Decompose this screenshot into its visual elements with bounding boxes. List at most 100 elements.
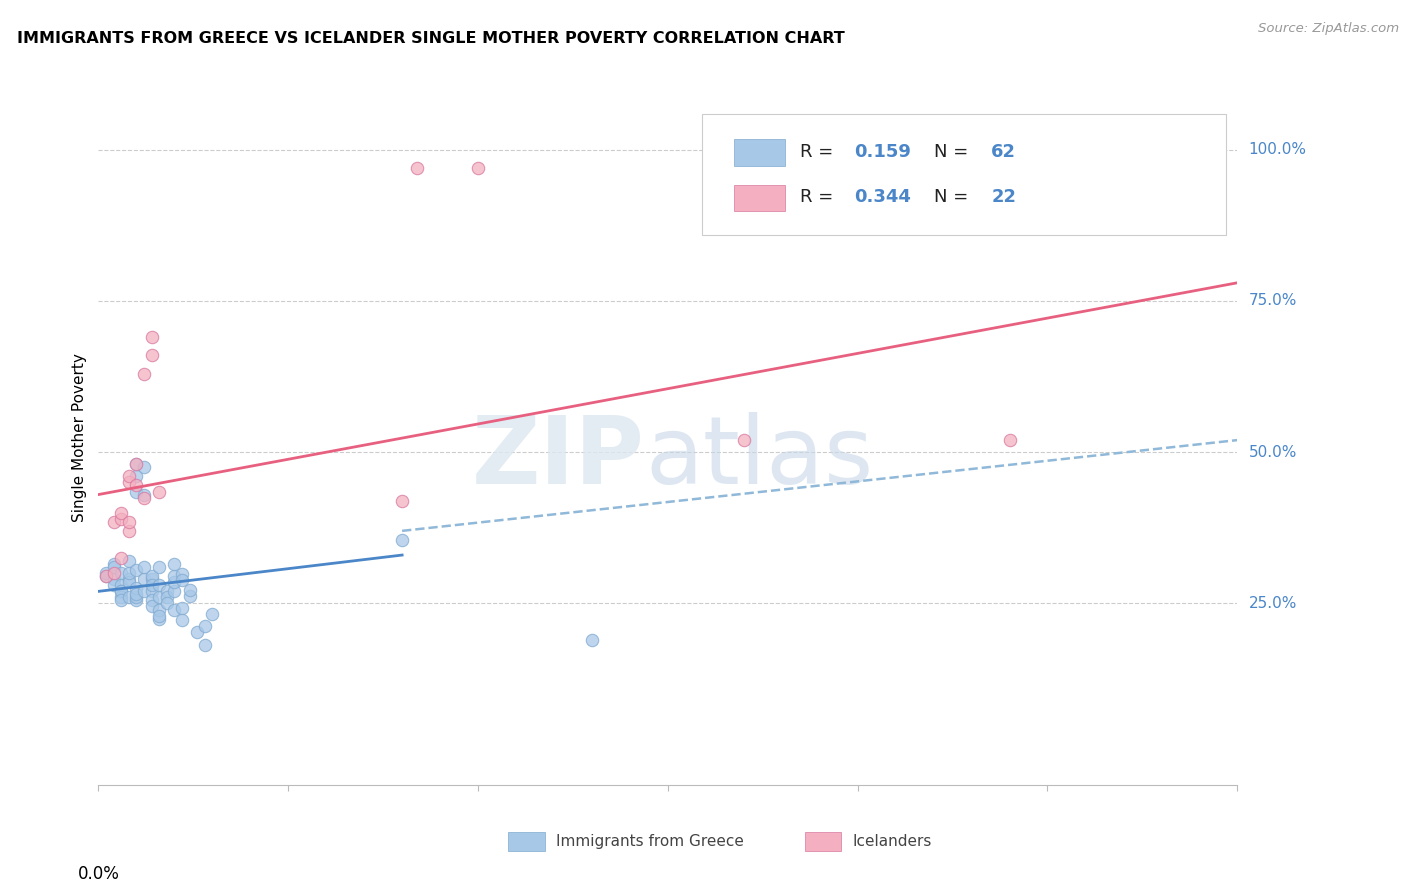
Point [170, 601, 193, 615]
Point [141, 593, 163, 607]
Point [103, 515, 125, 529]
Text: 62: 62 [991, 143, 1017, 161]
Point [186, 625, 208, 640]
Point [170, 574, 193, 588]
Point [998, 433, 1021, 447]
Point [391, 493, 413, 508]
Point [125, 582, 148, 596]
Point [125, 484, 148, 499]
Point [118, 469, 141, 483]
Point [110, 578, 132, 592]
Point [170, 567, 193, 582]
Point [125, 593, 148, 607]
Point [94, 569, 117, 583]
Point [201, 607, 224, 622]
Point [94, 566, 117, 581]
Point [132, 572, 155, 586]
Text: 25.0%: 25.0% [1249, 596, 1296, 611]
Point [733, 433, 755, 447]
Point [118, 575, 141, 590]
Point [179, 589, 201, 603]
Point [110, 566, 132, 581]
Point [148, 611, 170, 625]
Text: R =: R = [800, 188, 839, 206]
Point [163, 602, 186, 616]
Point [118, 475, 141, 490]
Point [110, 551, 132, 566]
Text: N =: N = [935, 143, 974, 161]
Point [148, 560, 170, 574]
Point [156, 584, 179, 599]
Y-axis label: Single Mother Poverty: Single Mother Poverty [72, 352, 87, 522]
Point [163, 557, 186, 571]
Text: Immigrants from Greece: Immigrants from Greece [557, 834, 744, 849]
Point [148, 578, 170, 592]
Point [110, 506, 132, 520]
Text: Icelanders: Icelanders [852, 834, 932, 849]
Text: 100.0%: 100.0% [1249, 142, 1306, 157]
Point [148, 602, 170, 616]
Text: 0.344: 0.344 [855, 188, 911, 206]
Text: IMMIGRANTS FROM GREECE VS ICELANDER SINGLE MOTHER POVERTY CORRELATION CHART: IMMIGRANTS FROM GREECE VS ICELANDER SING… [17, 31, 845, 46]
Point [132, 560, 155, 574]
Point [125, 591, 148, 605]
Point [132, 487, 155, 501]
Point [156, 597, 179, 611]
Point [103, 566, 125, 581]
Text: Source: ZipAtlas.com: Source: ZipAtlas.com [1258, 22, 1399, 36]
Point [118, 515, 141, 529]
Point [125, 563, 148, 577]
FancyBboxPatch shape [804, 831, 841, 851]
Point [118, 566, 141, 581]
Text: 0.0%: 0.0% [77, 865, 120, 883]
Point [132, 584, 155, 599]
Text: 75.0%: 75.0% [1249, 293, 1296, 309]
FancyBboxPatch shape [509, 831, 546, 851]
Point [125, 458, 148, 472]
Point [141, 599, 163, 614]
Point [148, 608, 170, 623]
Point [467, 161, 489, 175]
Point [194, 638, 217, 652]
Point [141, 330, 163, 344]
Point [141, 584, 163, 599]
Point [194, 619, 217, 633]
Point [156, 591, 179, 605]
Point [110, 593, 132, 607]
Point [141, 348, 163, 362]
Point [125, 478, 148, 492]
Point [103, 578, 125, 592]
Point [103, 557, 125, 571]
Point [118, 572, 141, 586]
Point [406, 161, 429, 175]
Point [103, 560, 125, 574]
Point [103, 572, 125, 586]
Point [110, 584, 132, 599]
Point [148, 591, 170, 605]
Point [170, 614, 193, 628]
Point [110, 591, 132, 605]
Point [110, 512, 132, 526]
Point [94, 569, 117, 583]
Point [132, 367, 155, 381]
Point [163, 584, 186, 599]
Point [163, 575, 186, 590]
FancyBboxPatch shape [734, 139, 785, 166]
Point [163, 569, 186, 583]
Text: 0.159: 0.159 [855, 143, 911, 161]
Point [110, 584, 132, 599]
Text: 22: 22 [991, 188, 1017, 206]
Point [141, 578, 163, 592]
Point [391, 533, 413, 547]
Text: atlas: atlas [645, 412, 873, 504]
Point [148, 484, 170, 499]
Point [132, 491, 155, 505]
Point [125, 458, 148, 472]
Text: 50.0%: 50.0% [1249, 445, 1296, 459]
Point [581, 632, 603, 647]
Text: R =: R = [800, 143, 839, 161]
FancyBboxPatch shape [702, 113, 1226, 235]
Point [132, 460, 155, 475]
Point [125, 587, 148, 601]
Point [118, 554, 141, 568]
